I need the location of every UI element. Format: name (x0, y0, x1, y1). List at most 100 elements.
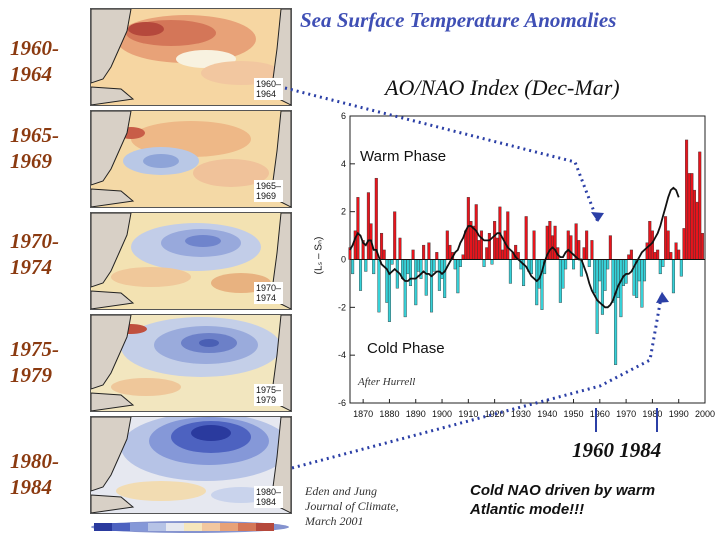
index-bar-1985 (664, 216, 668, 260)
index-bar-1881 (390, 259, 394, 265)
index-bar-1957 (590, 240, 594, 260)
index-bar-1920 (493, 221, 497, 260)
arrow-1984 (291, 291, 664, 470)
x-tick-label: 1870 (353, 409, 373, 419)
index-bar-1963 (606, 259, 610, 270)
index-bar-1949 (569, 235, 573, 260)
index-bar-1932 (524, 216, 528, 260)
sst-map-1965-1969: 1965– 1969 (90, 110, 292, 208)
index-bar-1954 (582, 247, 586, 260)
index-bar-1972 (629, 249, 633, 260)
index-bar-1901 (443, 259, 447, 298)
index-bar-1956 (587, 259, 591, 267)
index-bar-1874 (372, 259, 376, 275)
index-bar-1875 (374, 177, 378, 260)
index-bar-1947 (564, 259, 568, 270)
index-chart-title: AO/NAO Index (Dec-Mar) (385, 75, 620, 100)
y-tick-label: -6 (338, 398, 346, 408)
sst-map-1975-1979: 1975– 1979 (90, 314, 292, 412)
index-bar-1946 (561, 259, 565, 289)
index-bar-1923 (501, 249, 505, 260)
index-bar-1979 (648, 221, 652, 260)
arrow-1984-head (656, 292, 669, 303)
index-bar-1948 (566, 230, 570, 260)
index-bar-1902 (445, 230, 449, 260)
index-bar-1992 (682, 228, 686, 260)
index-bar-1988 (671, 259, 675, 294)
index-bar-1898 (435, 252, 439, 260)
index-bar-1980 (650, 230, 654, 260)
index-bar-1955 (585, 230, 589, 260)
x-tick-label: 1920 (485, 409, 505, 419)
map-label-3: 1970– 1974 (253, 282, 283, 304)
index-bar-1903 (448, 244, 452, 260)
index-bar-1998 (698, 151, 702, 260)
index-bar-1950 (572, 259, 576, 270)
index-bar-1919 (490, 259, 494, 265)
x-tick-label: 1990 (669, 409, 689, 419)
index-bar-1968 (619, 259, 623, 318)
index-bar-1964 (608, 235, 612, 260)
period-label-2: 1965- 1969 (10, 123, 59, 173)
index-bar-1962 (603, 259, 607, 291)
map-label-4: 1975– 1979 (253, 384, 283, 406)
period-label-1: 1960- 1964 (10, 36, 59, 86)
index-bar-1889 (411, 249, 415, 260)
index-bar-1893 (422, 244, 426, 260)
index-bar-1941 (548, 221, 552, 260)
index-bar-1900 (440, 259, 444, 279)
index-bar-1918 (487, 232, 491, 260)
period-label-5: 1980- 1984 (10, 449, 59, 499)
y-tick-label: 6 (341, 111, 346, 121)
index-bar-1916 (482, 259, 486, 267)
y-tick-label: 4 (341, 159, 346, 169)
index-bar-1960 (598, 259, 602, 282)
conclusion-note: Cold NAO driven by warm Atlantic mode!!! (470, 482, 656, 518)
index-bar-1871 (364, 259, 368, 272)
index-bar-1914 (477, 240, 481, 260)
index-bar-1886 (403, 259, 407, 318)
x-tick-label: 1910 (458, 409, 478, 419)
index-bar-1906 (456, 259, 460, 294)
x-tick-label: 2000 (695, 409, 715, 419)
index-bar-1966 (614, 259, 618, 365)
index-bar-1990 (677, 249, 681, 260)
index-bar-1971 (627, 254, 631, 260)
after-hurrell-credit: After Hurrell (358, 376, 416, 388)
sst-map-1980-1984: 1980– 1984 (90, 416, 292, 514)
sst-colorbar (91, 521, 289, 533)
index-bar-1996 (692, 189, 696, 260)
index-bar-1967 (616, 259, 620, 298)
index-bar-1926 (508, 259, 512, 284)
index-bar-1891 (416, 259, 420, 272)
index-bar-1877 (380, 232, 384, 260)
sst-map-1960-1964: 1960– 1964 (90, 8, 292, 106)
index-bar-1999 (700, 232, 704, 260)
index-bar-1878 (382, 249, 386, 260)
index-bar-1879 (385, 259, 389, 303)
index-bar-1959 (595, 259, 599, 334)
index-bar-1883 (395, 259, 399, 289)
y-tick-label: 2 (341, 207, 346, 217)
index-bar-1908 (461, 254, 465, 260)
period-label-3: 1970- 1974 (10, 229, 59, 279)
y-tick-label: -2 (338, 302, 346, 312)
index-bar-1943 (553, 225, 557, 260)
index-bar-1880 (387, 259, 391, 322)
map-label-1: 1960– 1964 (253, 78, 283, 100)
x-tick-label: 1940 (537, 409, 557, 419)
index-bar-1993 (685, 139, 689, 260)
index-bar-1934 (529, 259, 533, 275)
index-bar-1876 (377, 259, 381, 313)
index-bar-1978 (645, 242, 649, 260)
connector-arrows (284, 86, 669, 470)
index-bar-1976 (640, 259, 644, 308)
warm-phase-label: Warm Phase (360, 148, 447, 165)
index-bar-1958 (593, 259, 597, 294)
index-bar-1897 (432, 259, 436, 272)
index-bar-1945 (558, 259, 562, 303)
index-bar-1887 (406, 259, 410, 275)
index-bar-1995 (690, 173, 694, 260)
y-tick-label: -4 (338, 350, 346, 360)
